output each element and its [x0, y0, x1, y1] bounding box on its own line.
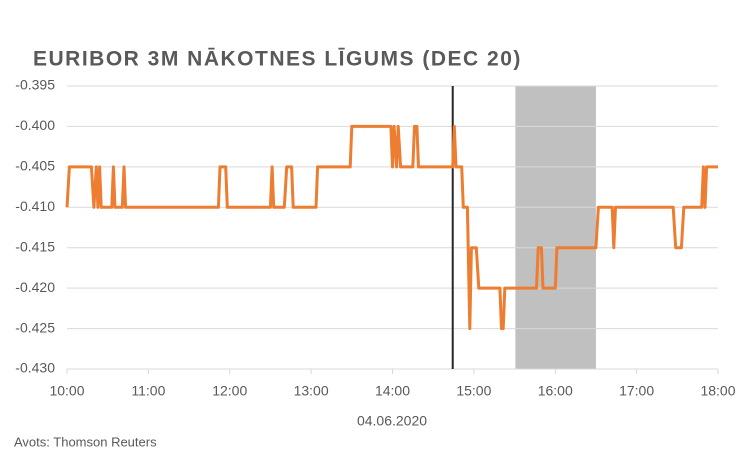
y-tick-label: -0.405	[15, 158, 55, 174]
chart-title: EURIBOR 3M NĀKOTNES LĪGUMS (DEC 20)	[33, 48, 522, 71]
y-tick-label: -0.395	[15, 77, 55, 93]
shaded-region	[515, 86, 596, 369]
x-tick-label: 17:00	[619, 383, 654, 399]
y-tick-label: -0.410	[15, 198, 55, 214]
x-tick-label: 18:00	[700, 383, 735, 399]
x-axis-label: 04.06.2020	[357, 413, 427, 429]
x-tick-label: 16:00	[538, 383, 573, 399]
x-tick-label: 12:00	[212, 383, 247, 399]
x-tick-label: 14:00	[375, 383, 410, 399]
y-tick-label: -0.430	[15, 360, 55, 376]
source: Avots: Thomson Reuters	[14, 434, 157, 449]
x-tick-label: 15:00	[456, 383, 491, 399]
y-tick-label: -0.420	[15, 279, 55, 295]
line	[65, 124, 718, 331]
x-tick-label: 13:00	[294, 383, 329, 399]
y-tick-label: -0.425	[15, 319, 55, 335]
x-tick-label: 11:00	[131, 383, 165, 399]
x-tick-label: 10:00	[49, 383, 84, 399]
y-tick-label: -0.415	[15, 238, 55, 254]
y-tick-label: -0.400	[15, 117, 55, 133]
